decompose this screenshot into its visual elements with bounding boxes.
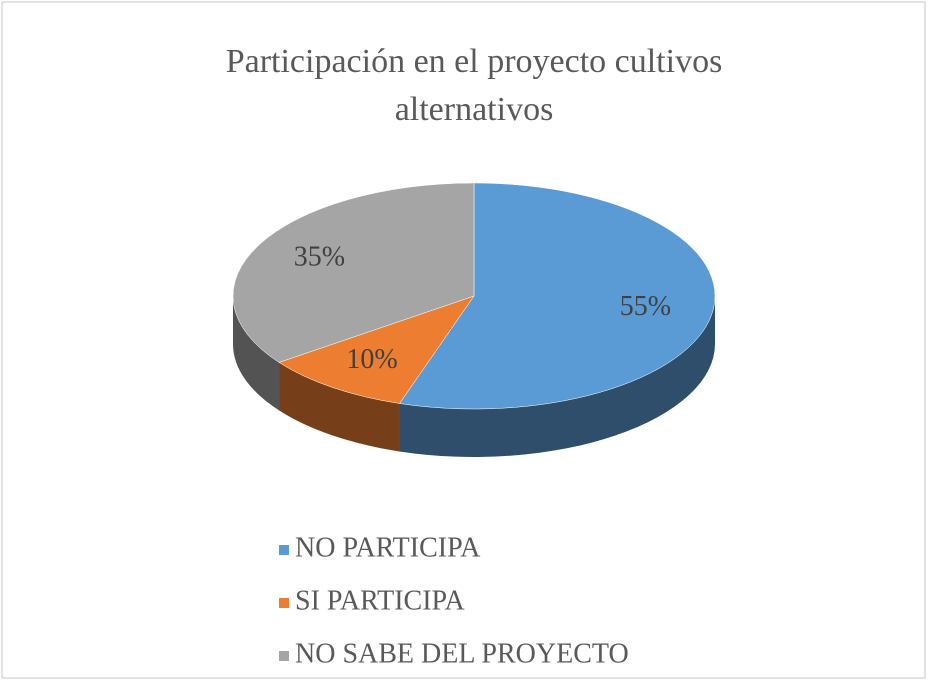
data-label: 55% [620, 291, 671, 322]
data-label: 35% [294, 241, 345, 272]
legend-swatch [279, 651, 289, 661]
legend-label: NO SABE DEL PROYECTO [295, 638, 629, 669]
slice-side [233, 296, 280, 411]
slice-side [399, 296, 715, 458]
slice [278, 295, 475, 404]
slice-side [279, 362, 400, 452]
chart-title: Participación en el proyecto cultivos al… [225, 43, 723, 128]
slice [399, 182, 716, 410]
legend-swatch [279, 545, 289, 555]
legend-label: SI PARTICIPA [295, 585, 466, 616]
legend-label: NO PARTICIPA [295, 532, 481, 563]
data-label: 10% [346, 344, 397, 375]
legend-swatch [279, 598, 289, 608]
slice [232, 182, 475, 363]
